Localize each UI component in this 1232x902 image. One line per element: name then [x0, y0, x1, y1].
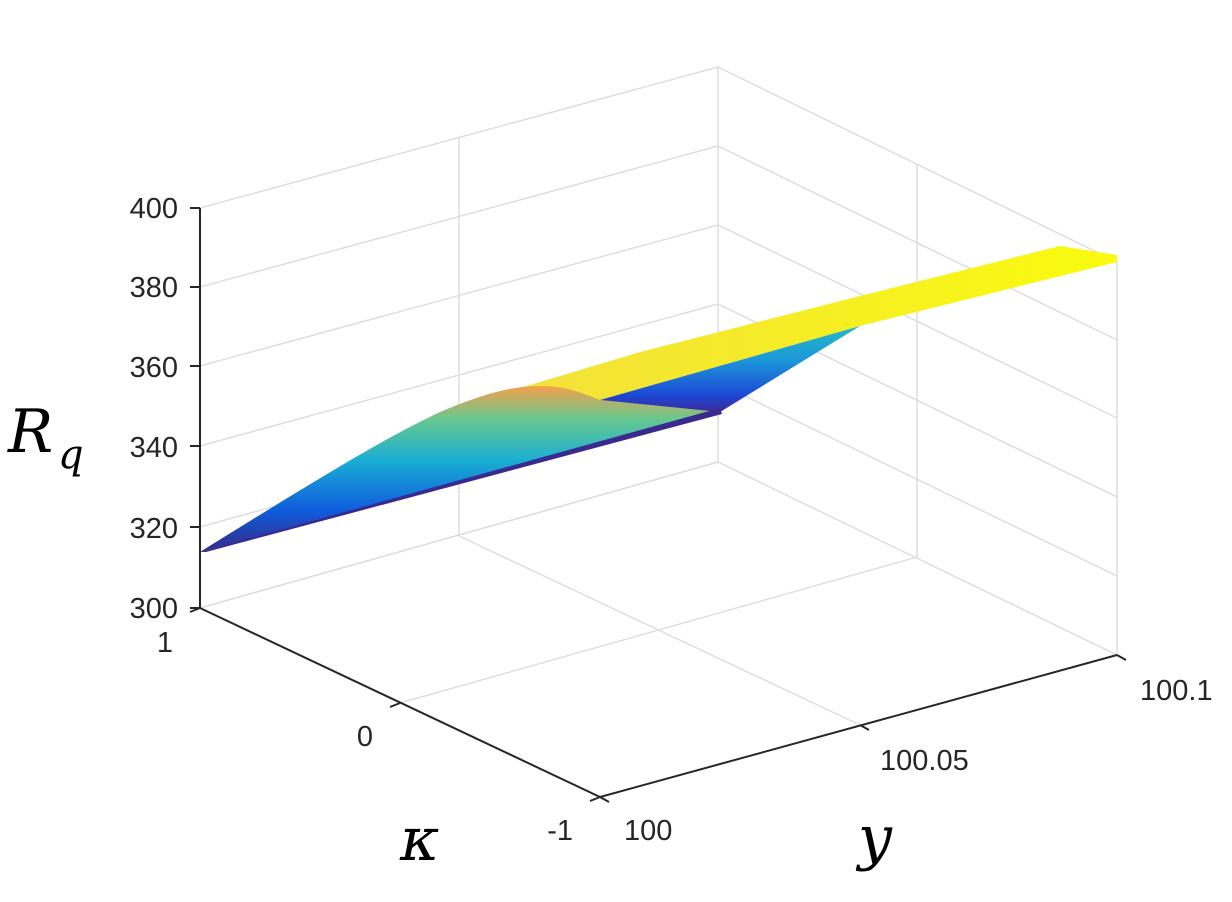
- y-tick-100-1: 100.1: [1140, 675, 1213, 707]
- kappa-axis-line: [199, 607, 601, 798]
- axes: [189, 207, 1127, 803]
- surface-middle-face: [600, 326, 860, 412]
- z-tick-400: 400: [130, 193, 178, 225]
- kappa-tick-1: 1: [157, 627, 173, 659]
- kappa-axis-label: κ: [399, 805, 439, 875]
- grid-floor-y-mid: [399, 556, 918, 704]
- y-tick-100-05: 100.05: [880, 745, 969, 777]
- surface-front-edge: [200, 408, 722, 552]
- z-tick-380: 380: [130, 272, 178, 304]
- axis-labels: R q κ y: [7, 397, 893, 875]
- y-tick-labels: 100 100.05 100.1: [624, 675, 1213, 847]
- surface-yellow-plateau: [520, 246, 1117, 400]
- kappa-tick-labels: 1 0 -1: [157, 627, 573, 847]
- kappa-tick-neg1: -1: [547, 815, 573, 847]
- kappa-tick-0: 0: [357, 721, 373, 753]
- z-tick-340: 340: [130, 432, 178, 464]
- y-tick-100: 100: [624, 815, 672, 847]
- z-tick-360: 360: [130, 352, 178, 384]
- y-axis-line: [599, 654, 1118, 798]
- z-tick-300: 300: [130, 593, 178, 625]
- y-axis-label: y: [855, 803, 893, 873]
- floor-edge-back-right: [717, 461, 1118, 656]
- surface: [200, 246, 1117, 552]
- z-tick-labels: 300 320 340 360 380 400: [130, 193, 178, 625]
- grid-floor-kappa-0: [458, 535, 861, 726]
- z-tick-320: 320: [130, 513, 178, 545]
- surface-left-face: [200, 386, 720, 552]
- z-axis-label: R: [7, 397, 53, 467]
- z-axis-label-subscript: q: [58, 432, 84, 478]
